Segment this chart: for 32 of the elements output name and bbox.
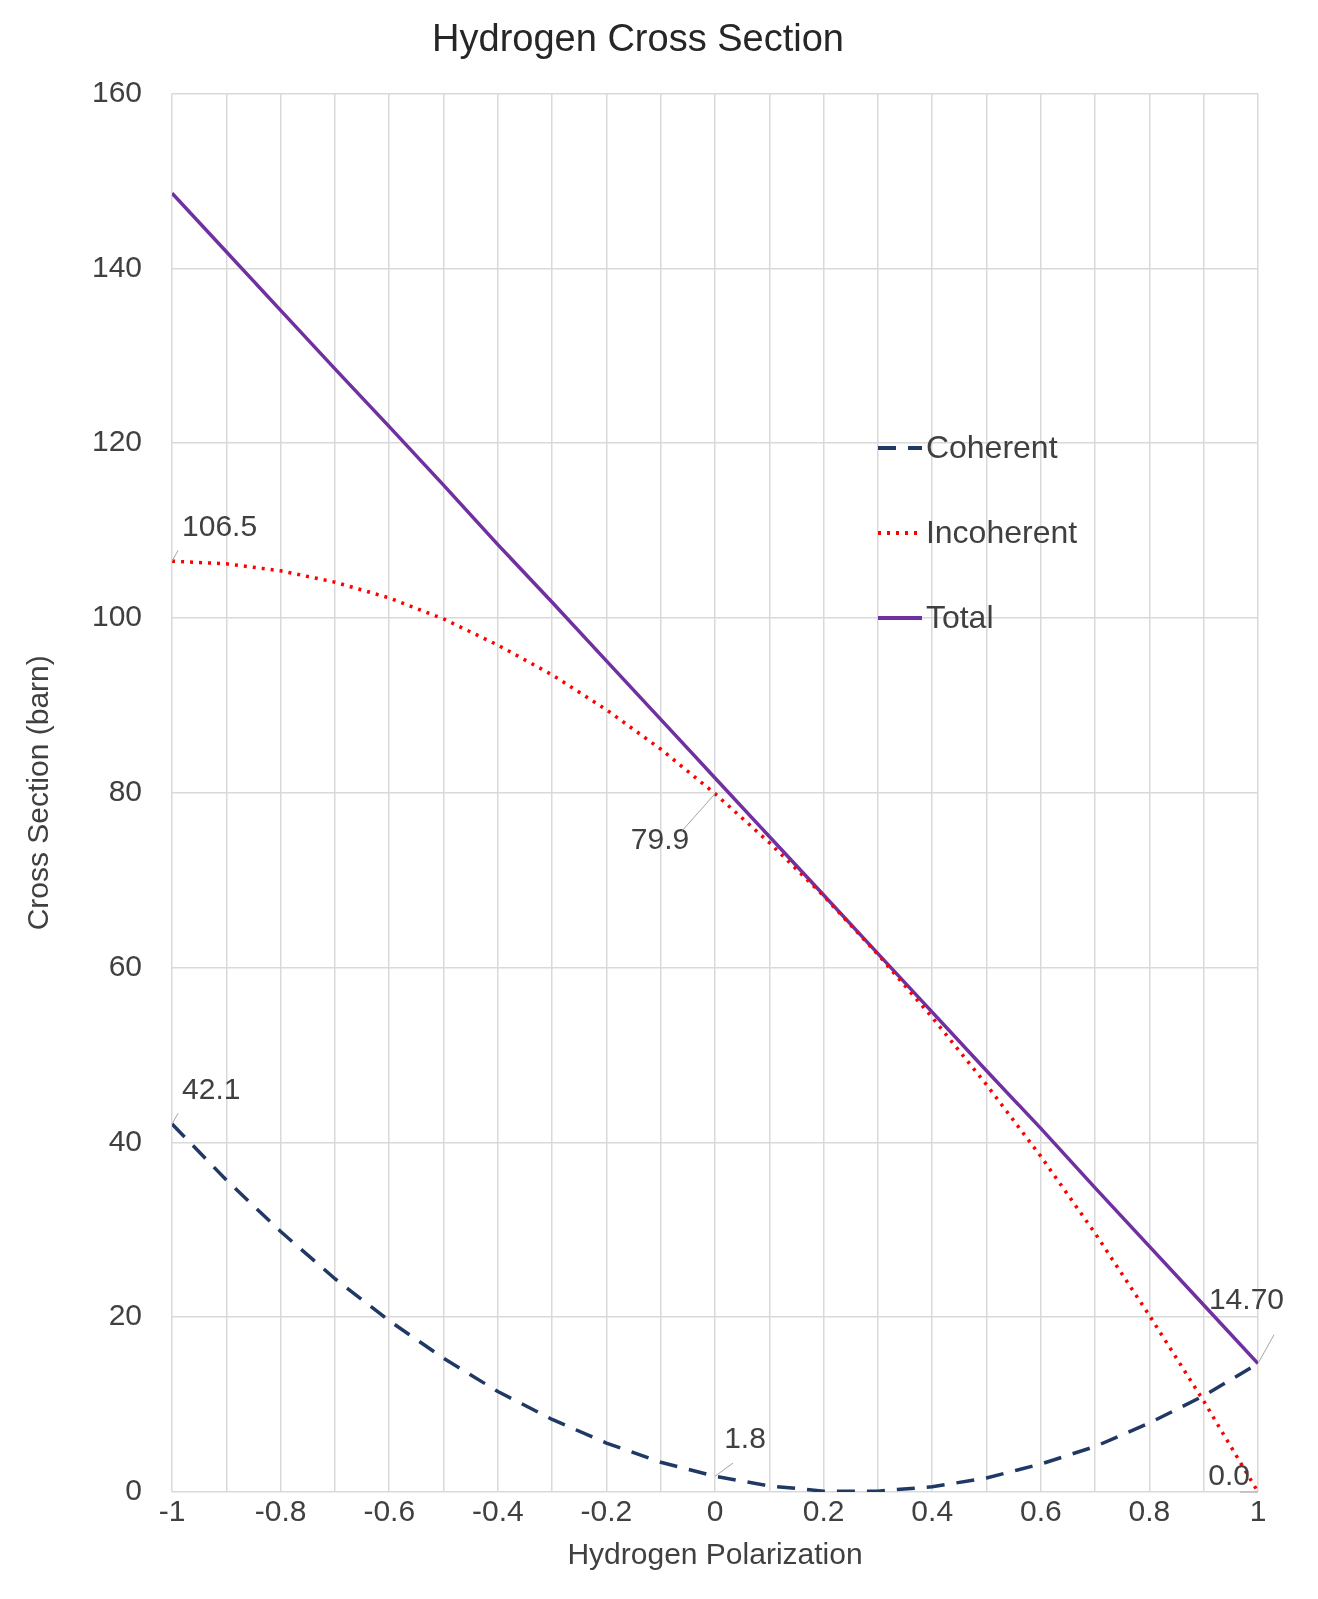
legend-label: Incoherent bbox=[925, 514, 1078, 552]
legend-label: Coherent bbox=[925, 429, 1058, 467]
y-tick-label: 120 bbox=[91, 424, 143, 458]
x-tick-label: -0.2 bbox=[580, 1494, 633, 1528]
annotation: 42.1 bbox=[182, 1072, 241, 1106]
y-tick-label: 60 bbox=[108, 948, 143, 982]
x-tick-label: 0.6 bbox=[1019, 1494, 1062, 1528]
y-axis-title: Cross Section (barn) bbox=[21, 655, 55, 931]
y-tick-label: 160 bbox=[91, 74, 143, 108]
x-axis-title: Hydrogen Polarization bbox=[567, 1537, 863, 1571]
x-tick-label: -0.6 bbox=[363, 1494, 416, 1528]
x-tick-label: 0.2 bbox=[802, 1494, 845, 1528]
y-tick-label: 100 bbox=[91, 599, 143, 633]
annotation: 79.9 bbox=[630, 821, 690, 855]
annotation: 14.70 bbox=[1208, 1281, 1284, 1315]
annotation: 1.8 bbox=[724, 1420, 766, 1454]
legend-label: Total bbox=[925, 599, 994, 637]
y-tick-label: 140 bbox=[91, 249, 143, 283]
chart-title: Hydrogen Cross Section bbox=[432, 17, 844, 60]
y-tick-label: 0 bbox=[125, 1473, 143, 1507]
x-tick-label: -0.4 bbox=[471, 1494, 524, 1528]
x-tick-label: 0.8 bbox=[1128, 1494, 1171, 1528]
y-tick-label: 80 bbox=[108, 774, 143, 808]
x-tick-label: -1 bbox=[158, 1494, 186, 1528]
annotation: 106.5 bbox=[182, 509, 258, 543]
x-tick-label: 1 bbox=[1249, 1494, 1267, 1528]
x-tick-label: 0 bbox=[706, 1494, 724, 1528]
y-tick-label: 20 bbox=[108, 1298, 143, 1332]
y-tick-label: 40 bbox=[108, 1123, 143, 1157]
x-tick-label: 0.4 bbox=[911, 1494, 954, 1528]
annotation: 0.0 bbox=[1208, 1458, 1250, 1492]
x-tick-label: -0.8 bbox=[254, 1494, 307, 1528]
